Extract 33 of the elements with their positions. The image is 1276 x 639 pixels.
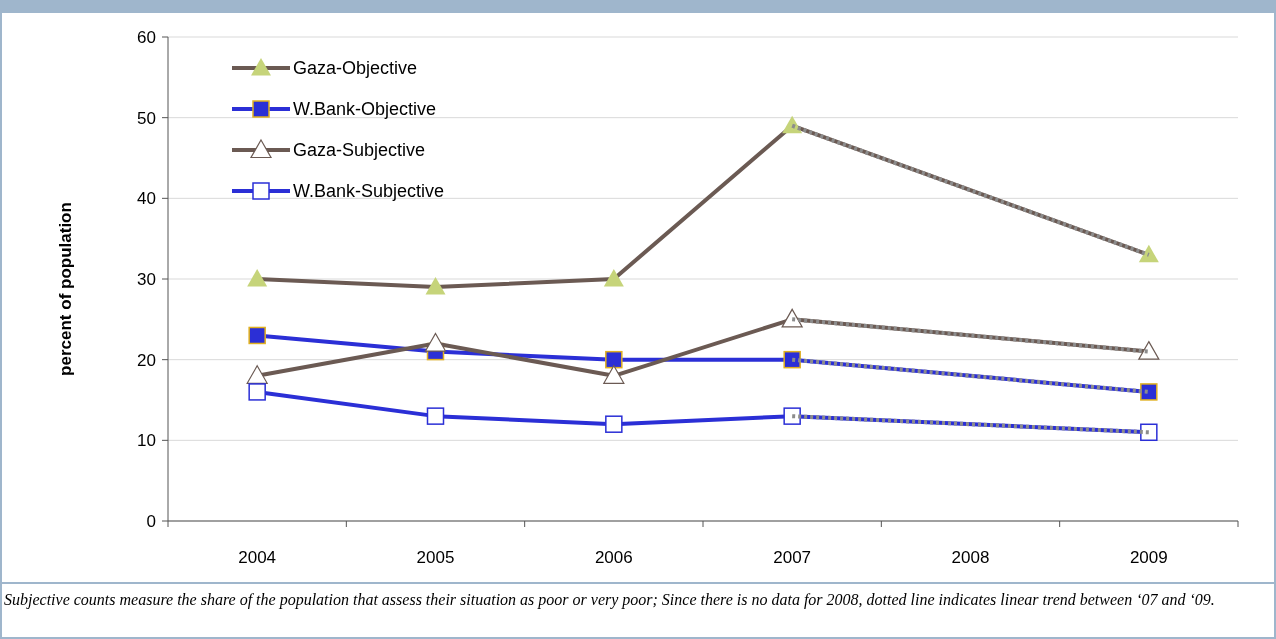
x-tick-label: 2006 <box>594 548 633 567</box>
y-axis-title: percent of population <box>56 202 75 376</box>
point <box>246 365 268 384</box>
point <box>783 407 801 425</box>
y-tick-label: 0 <box>146 512 156 531</box>
text: Subjective counts measure the share of the population that assess their situation as poor or very poor; Since there is no data for 2008, dotted line indicates linear trend between ‘07 and ‘09. <box>4 590 1216 609</box>
point <box>783 350 801 369</box>
legend-label: Gaza-Subjective <box>293 140 426 160</box>
point <box>605 350 623 369</box>
point <box>1140 383 1158 401</box>
point <box>1138 341 1160 360</box>
y-tick-label: 60 <box>137 28 156 47</box>
x-tick-label: 2009 <box>1129 548 1168 567</box>
legend-label: W.Bank-Subjective <box>293 181 445 201</box>
point <box>781 308 803 328</box>
y-tick-label: 20 <box>137 350 156 370</box>
legend-label: W.Bank-Objective <box>293 99 437 119</box>
x-tick-label: 2008 <box>951 548 990 567</box>
legend-label: Gaza-Objective <box>293 58 418 78</box>
point <box>605 415 623 433</box>
point <box>424 332 447 352</box>
point <box>248 383 266 401</box>
y-tick-label: 40 <box>137 189 156 209</box>
y-tick-label: 50 <box>137 108 156 128</box>
y-tick-label: 30 <box>137 270 156 289</box>
x-tick-label: 2005 <box>416 548 455 567</box>
point <box>1140 423 1158 442</box>
point <box>603 365 625 384</box>
x-tick-label: 2007 <box>773 548 812 567</box>
y-tick-label: 10 <box>137 431 156 451</box>
x-tick-label: 2004 <box>238 548 277 567</box>
point <box>248 326 266 345</box>
point <box>426 407 445 425</box>
